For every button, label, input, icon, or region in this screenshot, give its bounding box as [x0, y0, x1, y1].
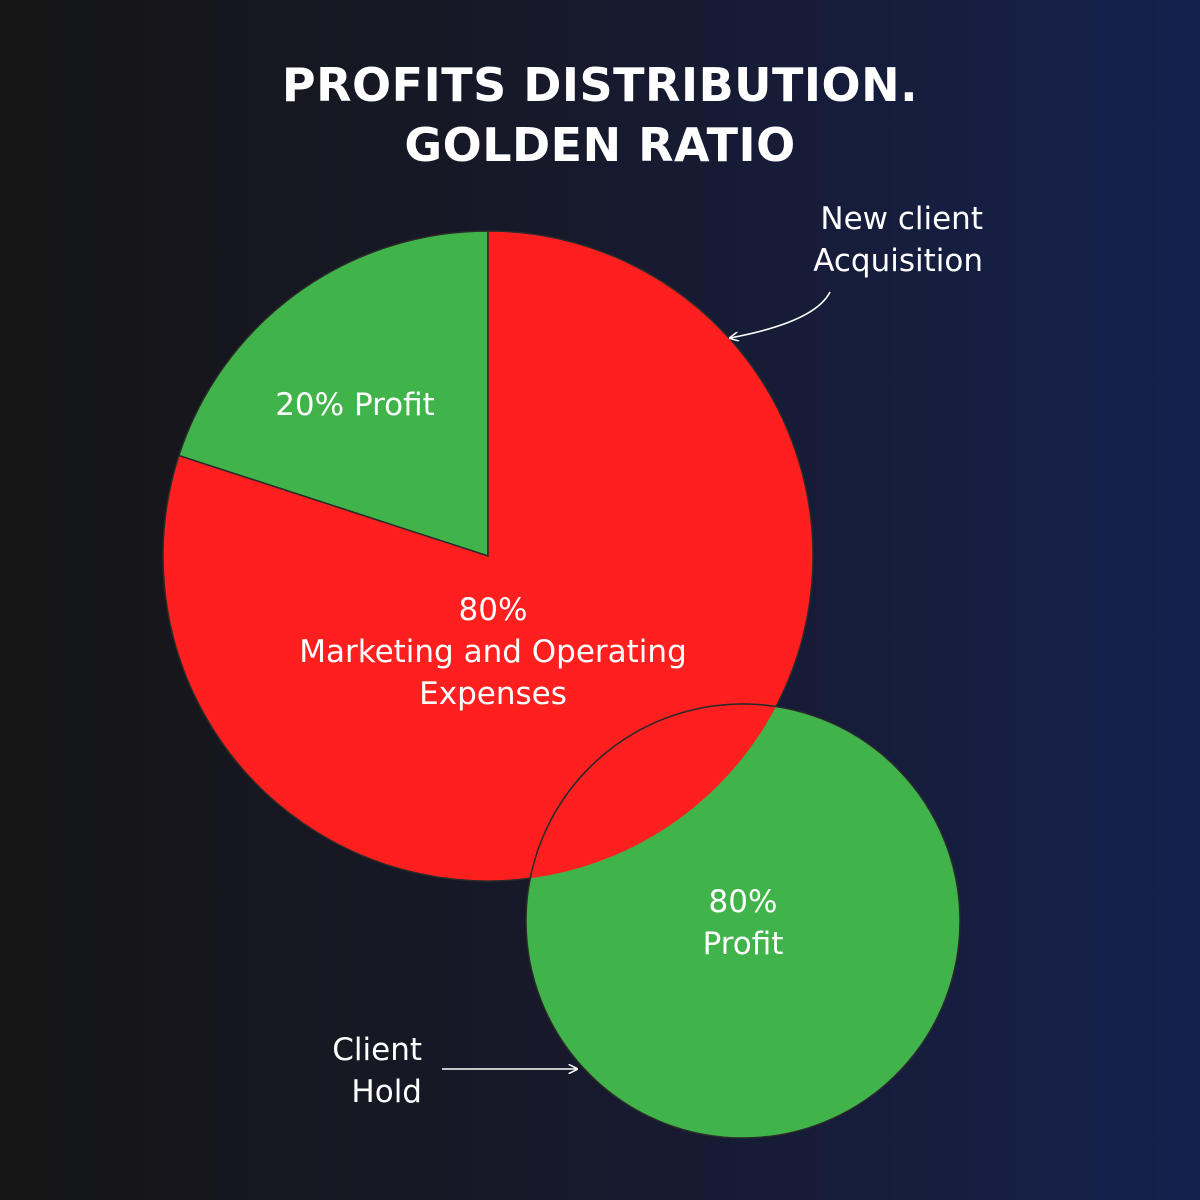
title-line-2: GOLDEN RATIO — [404, 118, 796, 172]
chart-title: PROFITS DISTRIBUTION. GOLDEN RATIO — [0, 55, 1200, 175]
slice-label-expenses: 80% Marketing and Operating Expenses — [299, 592, 687, 712]
slice-label-20-profit: 20% Profit — [275, 387, 435, 423]
big-pie-slice-profit — [177, 230, 489, 558]
title-line-1: PROFITS DISTRIBUTION. — [281, 58, 919, 112]
slice-label-80-profit: 80% Profit — [702, 884, 784, 962]
arrow-new-client — [730, 291, 831, 338]
overlap-region — [525, 703, 813, 881]
annotation-new-client-acquisition: New client Acquisition — [813, 201, 983, 279]
annotation-client-hold: Client Hold — [332, 1032, 422, 1110]
